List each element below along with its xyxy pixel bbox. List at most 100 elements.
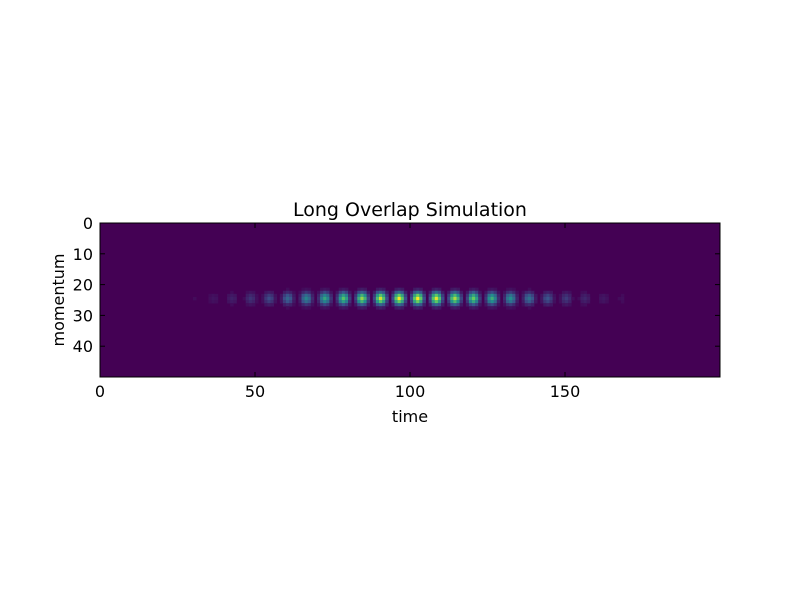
heatmap-cell [379,300,383,304]
heatmap-cell [282,290,287,295]
heatmap-cell [468,290,473,295]
heatmap-cell [468,287,473,292]
heatmap-cell [512,300,516,304]
heatmap-cell [478,290,482,295]
heatmap-cell [549,300,553,304]
heatmap-cell [546,303,550,307]
heatmap-cell [338,287,343,292]
heatmap-cell [561,300,566,304]
heatmap-cell [434,293,439,298]
heatmap-cell [248,293,253,298]
heatmap-cell [366,300,371,304]
heatmap-cell [403,293,408,298]
heatmap-cell [320,303,324,307]
heatmap-cell [453,306,457,310]
heatmap-cell [419,296,423,301]
heatmap-cell [583,293,588,298]
heatmap-cell [419,306,423,310]
heatmap-cell [310,293,315,298]
heatmap-cell [394,296,398,301]
chart-title: Long Overlap Simulation [293,199,527,221]
heatmap-cell [484,300,488,304]
heatmap-cell [437,303,442,307]
heatmap-cell [530,296,535,301]
heatmap-cell [437,293,442,298]
heatmap-cell [478,296,482,301]
heatmap-cell [515,290,519,295]
heatmap-cell [434,296,439,301]
heatmap-cell [490,290,495,295]
heatmap-cell [468,306,473,310]
heatmap-cell [416,287,420,292]
heatmap-cell [348,300,352,304]
heatmap-cell [341,300,346,304]
heatmap-cell [292,296,296,301]
heatmap-cell [552,293,557,298]
heatmap-cell [546,293,550,298]
heatmap-cell [472,306,476,310]
heatmap-cell [382,303,386,307]
heatmap-cell [558,293,563,298]
heatmap-cell [298,290,302,295]
heatmap-cell [391,293,395,298]
heatmap-cell [366,293,371,298]
heatmap-cell [214,300,219,304]
heatmap-cell [400,303,405,307]
heatmap-cell [400,287,405,292]
heatmap-cell [348,303,352,307]
heatmap-cell [375,306,380,310]
heatmap-cell [329,303,333,307]
heatmap-cell [282,303,287,307]
heatmap-cell [344,300,349,304]
heatmap-cell [493,300,498,304]
x-tick-label: 0 [95,382,105,401]
heatmap-cell [320,300,324,304]
heatmap-cell [410,290,414,295]
heatmap-cell [521,303,526,307]
heatmap-cell [561,296,566,301]
heatmap-cell [503,293,507,298]
heatmap-cell [493,296,498,301]
heatmap-cell [503,300,507,304]
heatmap-cell [394,300,398,304]
heatmap-cell [375,293,380,298]
heatmap-cell [267,290,271,295]
heatmap-cell [385,293,389,298]
heatmap-cell [487,293,491,298]
heatmap-cell [379,290,383,295]
heatmap-cell [552,296,557,301]
heatmap-cell [360,306,364,310]
heatmap-cell [385,290,389,295]
heatmap-cell [434,290,439,295]
heatmap-cell [245,293,250,298]
heatmap-cell [468,293,473,298]
heatmap-cell [375,290,380,295]
heatmap-cell [307,290,312,295]
heatmap-cell [490,293,495,298]
heatmap-cell [561,290,566,295]
heatmap-cell [193,296,197,301]
heatmap-cell [304,287,309,292]
heatmap-cell [320,290,324,295]
heatmap-cell [527,300,532,304]
heatmap-cell [304,306,309,310]
heatmap-cell [602,293,606,298]
y-tick-label: 0 [83,214,93,233]
heatmap-cell [478,300,482,304]
heatmap-cell [391,303,395,307]
heatmap-cell [233,300,237,304]
heatmap-cell [261,293,265,298]
heatmap-cell [320,287,324,292]
heatmap-cell [255,296,259,301]
heatmap-cell [459,300,464,304]
heatmap-cell [546,290,550,295]
heatmap-cell [248,300,253,304]
heatmap-cell [289,293,293,298]
heatmap-cell [301,293,305,298]
heatmap-cell [478,293,482,298]
heatmap-cell [245,300,250,304]
heatmap-cell [527,306,532,310]
heatmap-cell [298,296,302,301]
heatmap-cell [320,296,324,301]
heatmap-cell [441,296,445,301]
